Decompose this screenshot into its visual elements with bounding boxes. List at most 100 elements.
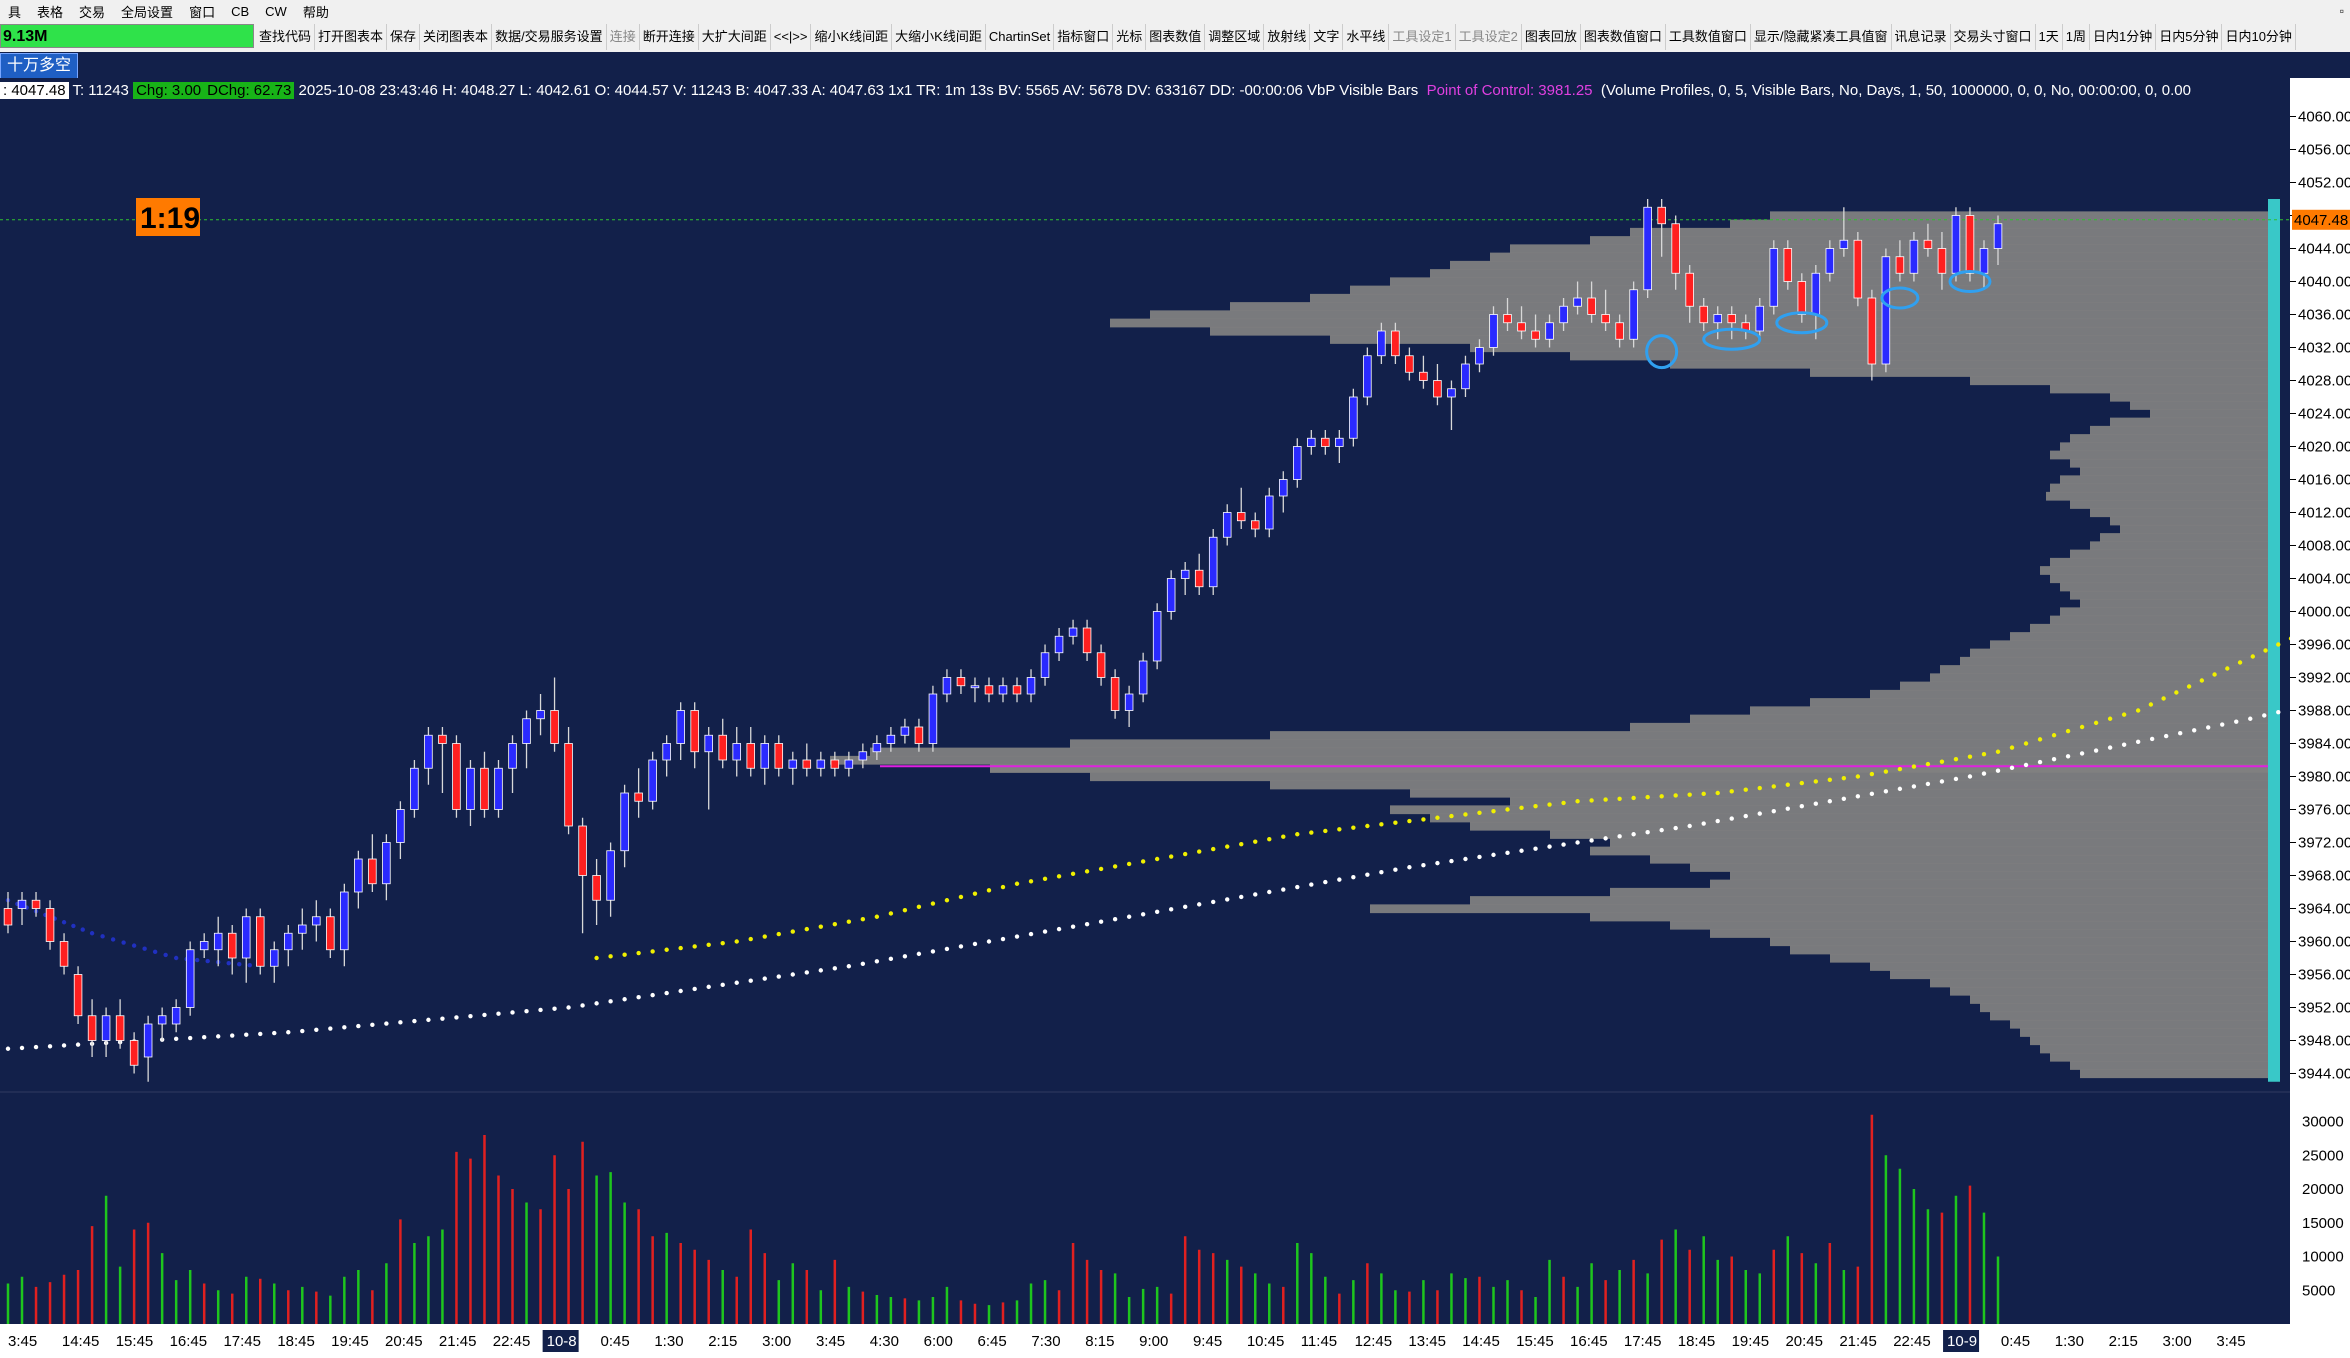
candle-body [830,759,840,769]
toolbar-button-20[interactable]: 工具设定2 [1456,24,1522,50]
price-tick-label: 3988.00 [2298,703,2350,720]
ma-fast-dot [1379,822,1384,827]
toolbar-button-13[interactable]: 光标 [1113,24,1147,50]
ma-slow-dot [1225,897,1230,902]
time-tick-label: 9:00 [1139,1333,1168,1350]
ma-fast-dot [1519,805,1524,811]
price-tick-label: 4032.00 [2298,340,2350,357]
toolbar-button-5[interactable]: 连接 [607,24,640,50]
candle-body [550,710,559,744]
ma-slow-dot [1154,909,1160,914]
chart-tab[interactable]: 十万多空 [0,53,79,79]
ma-slow-dot [1253,892,1258,897]
toolbar-button-4[interactable]: 数据/交易服务设置 [492,24,607,50]
menu-item-5[interactable]: CB [231,3,250,19]
toolbar-button-28[interactable]: 1周 [2063,24,2090,50]
ma-slow-dot [454,1015,459,1020]
candle-body [1587,297,1596,315]
volume-profile-bar [1790,945,2270,955]
toolbar-button-16[interactable]: 放射线 [1264,24,1311,50]
toolbar-button-25[interactable]: 讯息记录 [1892,24,1951,50]
toolbar-button-23[interactable]: 工具数值窗口 [1666,24,1751,50]
toolbar-button-3[interactable]: 关闭图表本 [420,24,493,50]
toolbar-button-2[interactable]: 保存 [387,24,421,50]
ma-slow-dot [1211,899,1216,905]
toolbar-button-15[interactable]: 调整区域 [1205,24,1265,50]
time-tick-label: 1:30 [654,1333,683,1350]
volume-profile-bar [1410,788,2270,798]
ma-fast-dot [1869,771,1875,777]
toolbar-button-1[interactable]: 打开图表本 [315,24,388,50]
candle-body [1951,215,1961,274]
price-tick-label: 3996.00 [2298,637,2350,654]
menu-item-7[interactable]: 帮助 [302,4,329,20]
ma-blue-dot [71,923,76,929]
candle-body [410,767,419,810]
toolbar-button-30[interactable]: 日内5分钟 [2156,24,2223,50]
ma-slow-dot [300,1028,305,1034]
ma-fast-dot [1365,823,1370,829]
toolbar-button-31[interactable]: 日内10分钟 [2222,24,2296,50]
toolbar-button-7[interactable]: 大扩大间距 [699,24,771,50]
volume-profile-bar [1670,359,2270,369]
volume-profile-bar [2090,508,2270,518]
ma-fast-dot [860,917,866,922]
toolbar-button-10[interactable]: 大缩小K线间距 [892,24,986,50]
ma-slow-dot [790,972,795,977]
window-restore-icon[interactable]: ▫ [2339,4,2344,18]
toolbar-button-18[interactable]: 水平线 [1343,24,1390,50]
toolbar-button-26[interactable]: 交易头寸窗口 [1951,24,2036,50]
toolbar-button-0[interactable]: 查找代码 [256,24,316,50]
candle-body [1867,297,1877,365]
time-highlight [542,1330,579,1352]
candle-body [760,743,770,769]
ma-slow-dot [1070,924,1076,929]
toolbar-button-27[interactable]: 1天 [2036,24,2063,50]
ma-blue-dot [152,949,158,955]
menu-item-0[interactable]: 具 [8,4,22,20]
ma-slow-dot [2121,742,2127,747]
ma-fast-dot [1799,780,1805,786]
price-tick-label: 4060.00 [2298,109,2350,126]
price-chart[interactable]: 4060.004056.004052.004048.004044.004040.… [0,78,2350,1358]
candle-body [354,858,363,893]
menu-item-6[interactable]: CW [265,3,287,19]
toolbar-button-6[interactable]: 断开连接 [640,24,699,50]
menu-item-3[interactable]: 全局设置 [121,4,174,20]
toolbar-button-14[interactable]: 图表数值 [1146,24,1206,50]
candle-body [17,899,27,909]
toolbar-button-24[interactable]: 显示/隐藏紧凑工具值窗 [1751,24,1892,50]
ma-slow-dot [2093,748,2099,753]
price-tick-label: 4036.00 [2298,307,2350,324]
volume-profile-bar [2010,1019,2270,1029]
ma-fast-dot [1449,813,1454,819]
candle-body [115,1015,125,1041]
toolbar-button-19[interactable]: 工具设定1 [1389,24,1456,50]
toolbar-button-22[interactable]: 图表数值窗口 [1581,24,1666,50]
price-tick-label: 3944.00 [2298,1066,2350,1083]
toolbar-button-8[interactable]: <<|>> [771,24,812,50]
volume-profile-bar [1330,335,2270,344]
ma-slow-dot [1182,904,1188,910]
toolbar-button-11[interactable]: ChartinSet [986,24,1055,50]
ma-slow-dot [2079,751,2085,756]
volume-profile-bar [2050,557,2270,567]
toolbar-button-12[interactable]: 指标窗口 [1054,24,1114,50]
ma-slow-dot [384,1021,389,1026]
volume-tick-label: 30000 [2302,1114,2344,1131]
toolbar-button-29[interactable]: 日内1分钟 [2090,24,2157,50]
menu-item-4[interactable]: 窗口 [189,4,216,20]
time-tick-label: 0:45 [600,1333,629,1350]
ma-slow-dot [426,1017,431,1023]
ma-fast-dot [1897,766,1903,772]
menu-item-1[interactable]: 表格 [37,4,64,20]
ma-slow-dot [650,992,655,998]
ma-slow-dot [1098,919,1104,924]
volume-profile-bar [1710,879,2270,889]
toolbar-button-21[interactable]: 图表回放 [1522,24,1581,50]
ma-fast-dot [2263,648,2268,653]
menu-item-2[interactable]: 交易 [79,4,106,20]
toolbar-button-17[interactable]: 文字 [1310,24,1344,50]
toolbar-button-9[interactable]: 缩小K线间距 [811,24,893,50]
time-tick-label: 10-8 [547,1333,577,1350]
